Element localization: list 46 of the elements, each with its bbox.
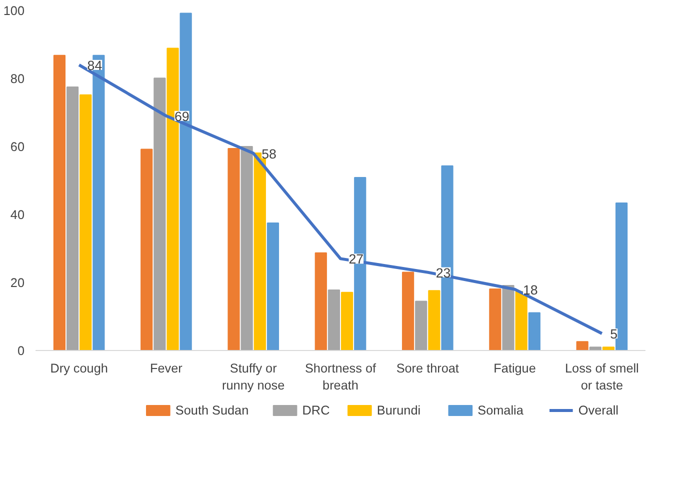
- bar: [228, 148, 240, 350]
- legend-label: Burundi: [376, 404, 421, 418]
- bar: [428, 290, 440, 350]
- data-label: 27: [348, 252, 364, 267]
- legend-label: Overall: [578, 404, 619, 418]
- x-tick-label: Stuffy or runny nose: [222, 362, 285, 392]
- y-tick-label: 40: [10, 208, 24, 222]
- bar: [576, 341, 588, 350]
- data-label: 23: [436, 265, 451, 280]
- bar: [415, 300, 428, 350]
- bar: [154, 78, 166, 350]
- bar: [528, 312, 540, 350]
- bar: [402, 272, 414, 350]
- data-label: 18: [523, 282, 538, 298]
- bar: [502, 285, 514, 350]
- x-tick-label: Fatigue: [494, 362, 536, 376]
- legend-label: South Sudan: [175, 404, 249, 418]
- bar: [314, 252, 327, 350]
- bar: [66, 86, 79, 350]
- bar: [602, 346, 615, 350]
- bar: [53, 54, 66, 350]
- x-tick-label: Fever: [150, 362, 182, 376]
- y-tick-label: 60: [10, 140, 24, 154]
- y-tick-label: 20: [10, 276, 24, 290]
- data-label: 84: [87, 58, 103, 73]
- x-tick-label: Sore throat: [396, 362, 460, 376]
- bar: [615, 202, 628, 350]
- bar: [80, 94, 92, 350]
- bar: [266, 222, 280, 350]
- bar: [140, 148, 153, 350]
- x-tick-label: Loss of smell or taste: [565, 362, 639, 392]
- data-label: 5: [610, 326, 618, 342]
- bar: [489, 288, 502, 350]
- y-tick-label: 0: [17, 344, 25, 358]
- x-tick-label: Shortness of breath: [304, 362, 377, 392]
- bar: [240, 146, 253, 350]
- legend-label: DRC: [302, 404, 330, 418]
- data-label: 58: [262, 146, 276, 162]
- bar: [328, 289, 340, 350]
- bar: [589, 346, 602, 350]
- y-tick-label: 80: [10, 72, 24, 86]
- legend-label: Somalia: [478, 404, 524, 418]
- data-label: 69: [174, 108, 190, 124]
- y-tick-label: 100: [3, 4, 25, 18]
- bar: [340, 292, 354, 350]
- x-tick-label: Dry cough: [50, 362, 108, 376]
